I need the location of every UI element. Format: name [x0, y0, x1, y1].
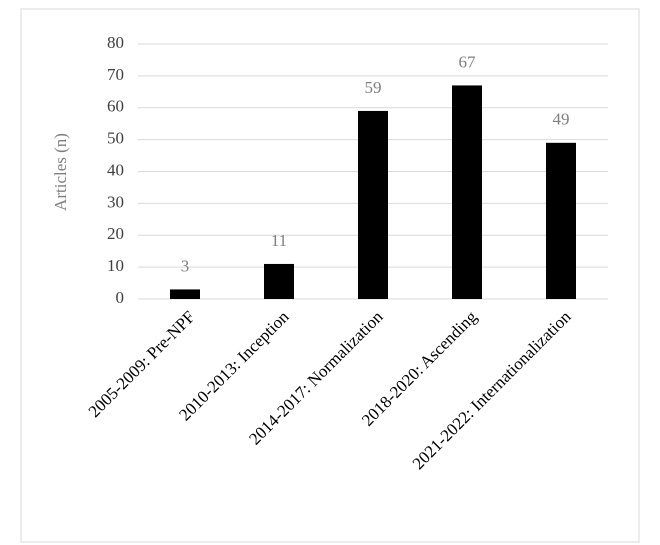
- data-label: 67: [459, 52, 477, 71]
- y-tick-label: 50: [107, 129, 124, 148]
- chart-frame: [20, 8, 640, 543]
- bar: [546, 142, 576, 299]
- y-tick-label: 10: [107, 256, 124, 275]
- data-label: 49: [553, 110, 570, 129]
- data-label: 59: [365, 78, 382, 97]
- y-axis-label: Articles (n): [51, 133, 70, 211]
- data-label: 11: [271, 231, 287, 250]
- y-tick-label: 40: [107, 160, 124, 179]
- y-tick-label: 0: [116, 288, 125, 307]
- bar: [170, 289, 200, 299]
- y-tick-label: 30: [107, 192, 124, 211]
- y-tick-label: 70: [107, 65, 124, 84]
- y-tick-label: 60: [107, 97, 124, 116]
- bar: [358, 110, 388, 299]
- y-tick-label: 20: [107, 224, 124, 243]
- y-tick-label: 80: [107, 33, 124, 52]
- data-label: 3: [181, 256, 190, 275]
- bar: [264, 263, 294, 299]
- bar: [452, 85, 482, 299]
